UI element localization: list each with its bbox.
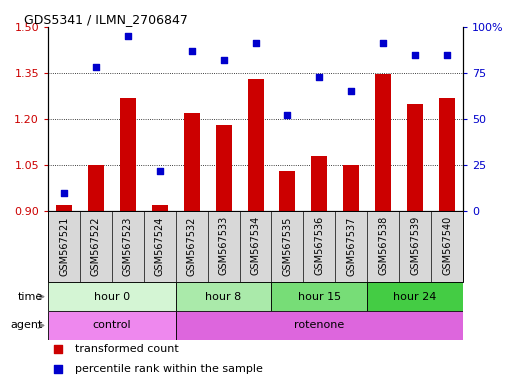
Text: GSM567538: GSM567538 xyxy=(377,216,387,275)
Bar xyxy=(367,282,462,311)
Text: GSM567536: GSM567536 xyxy=(314,216,324,275)
Text: GSM567533: GSM567533 xyxy=(218,216,228,275)
Bar xyxy=(271,282,367,311)
Text: time: time xyxy=(18,291,43,302)
Text: GDS5341 / ILMN_2706847: GDS5341 / ILMN_2706847 xyxy=(24,13,187,26)
Text: GSM567534: GSM567534 xyxy=(250,216,260,275)
Bar xyxy=(120,98,135,211)
Bar xyxy=(247,79,263,211)
Text: agent: agent xyxy=(11,320,43,331)
Text: GSM567532: GSM567532 xyxy=(186,216,196,276)
Text: GSM567535: GSM567535 xyxy=(282,216,292,276)
Bar xyxy=(175,282,271,311)
Point xyxy=(60,190,68,196)
Bar xyxy=(175,311,462,340)
Text: GSM567539: GSM567539 xyxy=(410,216,419,275)
Point xyxy=(378,40,386,46)
Point xyxy=(346,88,355,94)
Text: GSM567522: GSM567522 xyxy=(91,216,100,276)
Point xyxy=(442,51,450,58)
Bar xyxy=(152,205,168,211)
Text: rotenone: rotenone xyxy=(293,320,344,331)
Text: hour 0: hour 0 xyxy=(93,291,130,302)
Text: hour 15: hour 15 xyxy=(297,291,340,302)
Text: GSM567537: GSM567537 xyxy=(345,216,356,276)
Bar xyxy=(279,171,295,211)
Bar xyxy=(183,113,199,211)
Bar xyxy=(215,125,231,211)
Text: GSM567540: GSM567540 xyxy=(441,216,451,275)
Bar xyxy=(311,156,327,211)
Text: hour 24: hour 24 xyxy=(393,291,436,302)
Point xyxy=(55,346,63,352)
Point xyxy=(219,57,227,63)
Bar xyxy=(407,104,422,211)
Bar xyxy=(48,311,175,340)
Point xyxy=(187,48,195,54)
Point xyxy=(156,167,164,174)
Text: percentile rank within the sample: percentile rank within the sample xyxy=(75,364,263,374)
Point xyxy=(55,366,63,372)
Bar xyxy=(48,282,175,311)
Bar xyxy=(438,98,454,211)
Text: transformed count: transformed count xyxy=(75,344,178,354)
Point xyxy=(315,74,323,80)
Point xyxy=(92,65,100,71)
Bar xyxy=(88,165,104,211)
Bar xyxy=(342,165,359,211)
Bar xyxy=(375,74,390,211)
Text: GSM567524: GSM567524 xyxy=(155,216,165,276)
Text: GSM567523: GSM567523 xyxy=(123,216,133,276)
Point xyxy=(251,40,259,46)
Point xyxy=(124,33,132,39)
Point xyxy=(283,112,291,118)
Bar xyxy=(56,205,72,211)
Text: control: control xyxy=(92,320,131,331)
Text: GSM567521: GSM567521 xyxy=(59,216,69,276)
Text: hour 8: hour 8 xyxy=(205,291,241,302)
Point xyxy=(410,51,418,58)
